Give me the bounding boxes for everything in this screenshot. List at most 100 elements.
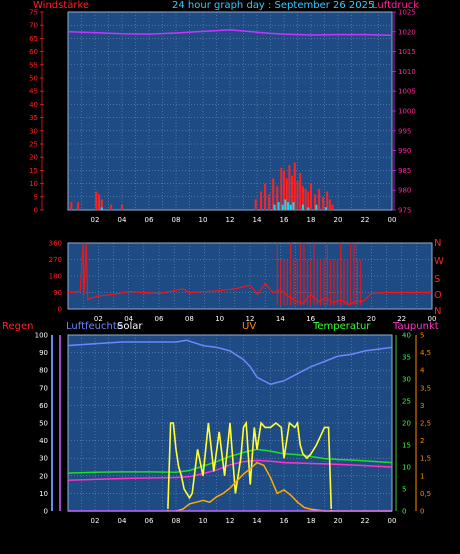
wind-bar <box>310 183 312 210</box>
y-tick-pressure: 990 <box>398 147 411 155</box>
temperature-line <box>67 448 393 474</box>
wind-bar <box>95 191 98 210</box>
x-tick-label: 22 <box>397 315 406 323</box>
y-tick-humidity: 60 <box>39 402 48 410</box>
y-tick-wind: 5 <box>34 193 38 201</box>
wind-bar <box>314 194 317 210</box>
wind-bar <box>260 191 263 210</box>
wind-bar <box>307 191 310 210</box>
compass-label-s: S <box>434 274 441 285</box>
uv-line <box>175 461 392 512</box>
pressure-line <box>67 29 393 37</box>
gust-bar <box>324 207 327 210</box>
x-tick-label: 06 <box>145 216 154 224</box>
x-tick-label: 08 <box>172 216 181 224</box>
y-tick-pressure: 1005 <box>398 88 416 96</box>
compass-label-o: O <box>434 290 442 301</box>
y-tick-temperature: 35 <box>402 354 411 362</box>
y-tick-wind: 60 <box>29 48 38 56</box>
y-tick-wind: 10 <box>29 180 38 188</box>
x-tick-label: 16 <box>306 315 315 323</box>
wind-bar <box>272 178 275 210</box>
compass-label-w: W <box>434 256 444 267</box>
y-tick-uv: 0,5 <box>420 490 431 498</box>
y-tick-pressure: 980 <box>398 187 411 195</box>
x-tick-label: 10 <box>199 517 208 525</box>
y-tick-pressure: 1010 <box>398 68 416 76</box>
y-tick-humidity: 80 <box>39 367 48 375</box>
y-tick-wind: 65 <box>29 35 38 43</box>
wind-bar <box>299 173 302 210</box>
y-tick-humidity: 70 <box>39 384 48 392</box>
y-tick-temperature: 15 <box>402 442 411 450</box>
wind-bar <box>322 196 325 210</box>
y-tick-wind: 45 <box>29 88 38 96</box>
x-tick-label: 00 <box>428 315 437 323</box>
y-tick-pressure: 1025 <box>398 9 416 17</box>
x-tick-label: 22 <box>361 216 370 224</box>
y-tick-uv: 4,5 <box>420 349 431 357</box>
gust-bar <box>100 207 103 210</box>
uv-axis-title: UV <box>242 321 257 332</box>
x-tick-label: 18 <box>307 517 316 525</box>
y-tick-humidity: 40 <box>39 437 48 445</box>
wind-bar <box>304 188 307 210</box>
y-tick-temperature: 10 <box>402 464 411 472</box>
x-tick-label: 02 <box>91 216 100 224</box>
y-tick-temperature: 5 <box>402 486 406 494</box>
x-tick-label: 14 <box>253 216 262 224</box>
wind-bar <box>254 199 257 210</box>
x-tick-label: 04 <box>118 517 127 525</box>
gust-bar <box>284 199 287 210</box>
gust-bar <box>289 204 292 210</box>
x-tick-label: 20 <box>334 216 343 224</box>
y-tick-humidity: 20 <box>39 472 48 480</box>
humidity-axis-title: Luftfeuchte <box>66 321 123 332</box>
y-tick-pressure: 975 <box>398 207 411 215</box>
wind-bar <box>291 175 294 210</box>
wind-bar <box>70 202 73 210</box>
y-tick-uv: 3 <box>420 402 424 410</box>
wind-axis-title: Windstärke <box>33 0 90 11</box>
y-tick-wind: 25 <box>29 141 38 149</box>
wind-bar <box>301 186 304 210</box>
wind-bar <box>98 194 101 210</box>
temperature-axis-title: Temperatur <box>313 321 371 332</box>
y-tick-humidity: 50 <box>39 420 48 428</box>
x-tick-label: 04 <box>124 315 133 323</box>
y-tick-pressure: 1015 <box>398 48 416 56</box>
dewpoint-line <box>67 459 393 481</box>
wind-bar <box>326 191 329 210</box>
y-tick-wind: 70 <box>29 22 38 30</box>
x-tick-label: 18 <box>307 216 316 224</box>
x-tick-label: 14 <box>276 315 285 323</box>
x-tick-label: 20 <box>334 517 343 525</box>
wind-bar <box>280 167 283 210</box>
rain-axis-title: Regen <box>2 321 34 332</box>
wind-bar <box>318 188 321 210</box>
y-tick-uv: 2 <box>420 437 424 445</box>
y-tick-direction: 90 <box>53 289 62 297</box>
x-tick-label: 10 <box>199 216 208 224</box>
wind-bar <box>288 165 291 210</box>
x-tick-label: 02 <box>94 315 103 323</box>
y-tick-direction: 360 <box>49 240 62 248</box>
y-tick-pressure: 995 <box>398 127 411 135</box>
y-tick-wind: 75 <box>29 9 38 17</box>
wind-bar <box>293 162 296 210</box>
y-tick-temperature: 20 <box>402 420 411 428</box>
y-tick-temperature: 40 <box>402 332 411 340</box>
wind-bar <box>328 199 331 210</box>
y-tick-direction: 270 <box>49 256 62 264</box>
y-tick-humidity: 100 <box>35 332 48 340</box>
y-tick-pressure: 1020 <box>398 28 416 36</box>
x-tick-label: 14 <box>253 517 262 525</box>
y-tick-humidity: 0 <box>44 508 48 516</box>
pressure-axis-title: Luftdruck <box>372 0 420 11</box>
wind-bar <box>285 178 288 210</box>
x-tick-label: 22 <box>361 517 370 525</box>
gust-bar <box>292 202 295 210</box>
wind-bar <box>100 199 103 210</box>
y-tick-uv: 5 <box>420 332 424 340</box>
x-tick-label: 16 <box>280 216 289 224</box>
